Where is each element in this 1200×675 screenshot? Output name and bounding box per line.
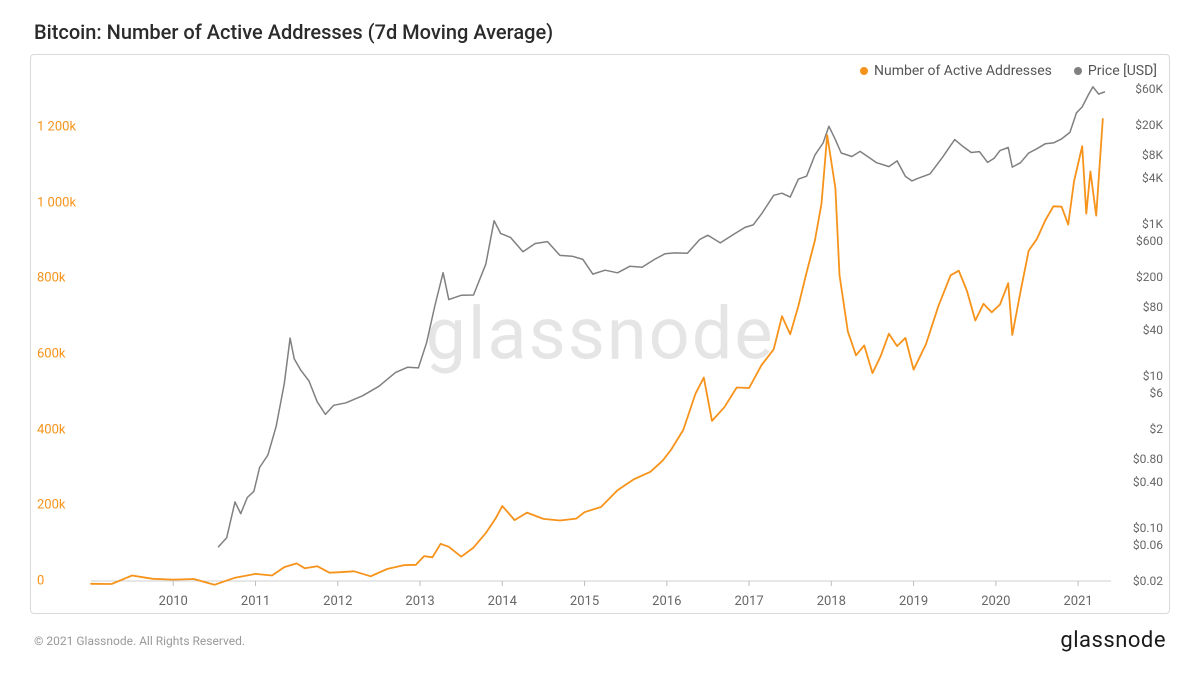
y-left-tick: 400k	[37, 422, 66, 437]
y-right-tick: $10	[1143, 369, 1163, 383]
y-right-tick: $0.06	[1133, 538, 1163, 552]
x-tick: 2020	[981, 594, 1010, 609]
y-right-tick: $0.10	[1133, 521, 1163, 535]
y-right-tick: $8K	[1142, 148, 1163, 162]
x-tick: 2011	[241, 594, 270, 609]
x-tick: 2013	[405, 594, 434, 609]
y-left-tick: 600k	[37, 346, 66, 361]
x-tick: 2012	[323, 594, 352, 609]
y-right-tick: $0.02	[1133, 574, 1163, 588]
y-right-tick: $1K	[1142, 217, 1163, 231]
x-tick: 2016	[652, 594, 681, 609]
y-right-tick: $2	[1150, 422, 1164, 436]
chart-svg	[31, 55, 1171, 615]
copyright: © 2021 Glassnode. All Rights Reserved.	[34, 634, 245, 648]
x-tick: 2021	[1063, 594, 1092, 609]
y-right-tick: $0.80	[1133, 452, 1163, 466]
y-right-tick: $600	[1136, 234, 1163, 248]
y-left-tick: 800k	[37, 271, 66, 286]
y-right-tick: $20K	[1135, 118, 1163, 132]
x-tick: 2017	[734, 594, 763, 609]
chart-area: glassnode Number of Active Addresses Pri…	[30, 54, 1170, 614]
x-tick: 2015	[570, 594, 599, 609]
y-right-tick: $80	[1143, 300, 1163, 314]
x-tick: 2018	[817, 594, 846, 609]
brand-logo: glassnode	[1060, 628, 1166, 653]
chart-title: Bitcoin: Number of Active Addresses (7d …	[34, 20, 1170, 44]
y-right-tick: $6	[1150, 386, 1164, 400]
y-right-tick: $40	[1143, 323, 1163, 337]
x-tick: 2010	[159, 594, 188, 609]
y-left-tick: 1 000k	[37, 195, 76, 210]
y-right-tick: $4K	[1142, 171, 1163, 185]
y-right-tick: $60K	[1135, 82, 1163, 96]
y-left-tick: 1 200k	[37, 119, 76, 134]
y-left-tick: 200k	[37, 498, 66, 513]
y-left-tick: 0	[37, 574, 44, 589]
x-tick: 2019	[899, 594, 928, 609]
y-right-tick: $200	[1136, 270, 1163, 284]
y-right-tick: $0.40	[1133, 475, 1163, 489]
x-tick: 2014	[488, 594, 517, 609]
